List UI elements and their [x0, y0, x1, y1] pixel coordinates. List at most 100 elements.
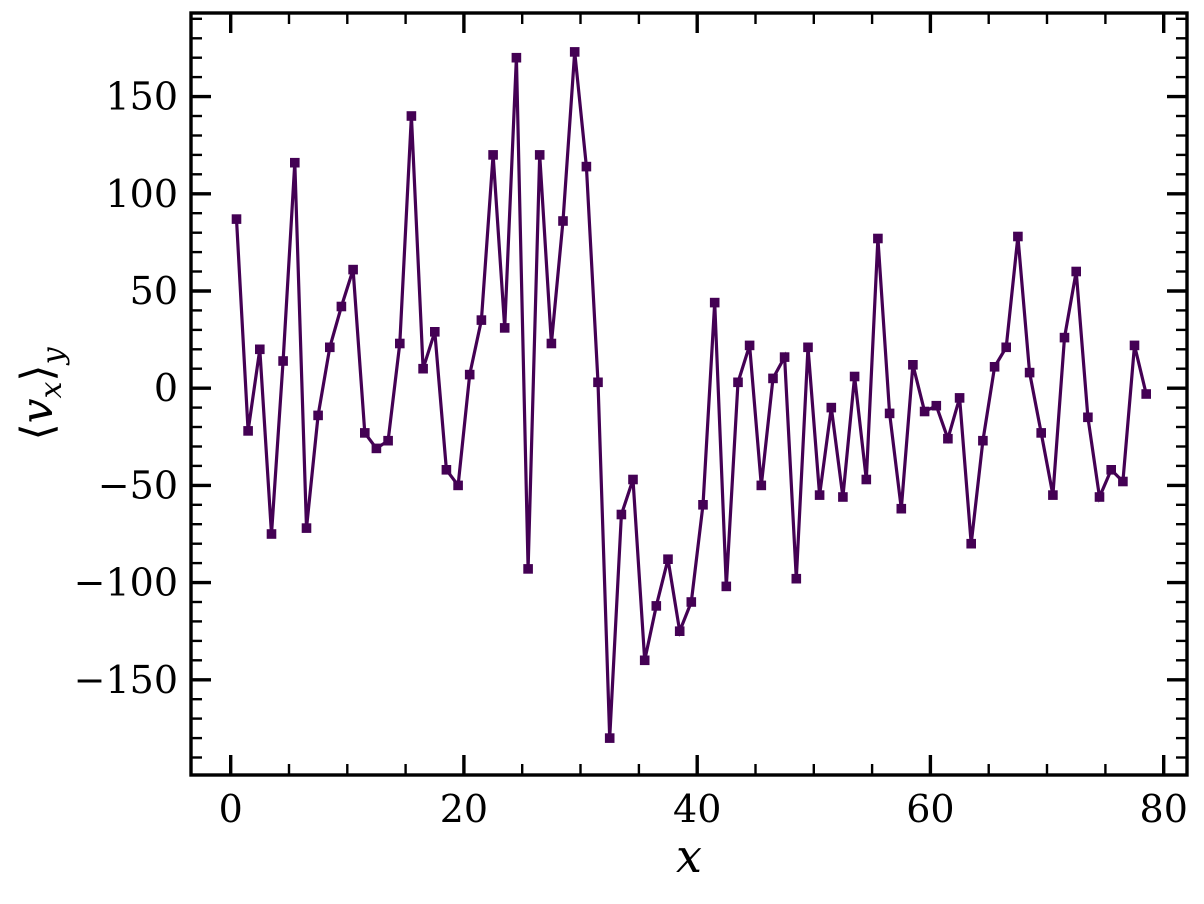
y-tick-label: −50 — [98, 463, 178, 507]
x-tick-label: 0 — [219, 787, 243, 831]
data-point-marker — [838, 492, 848, 502]
data-point-marker — [290, 157, 300, 168]
data-point-marker — [1094, 492, 1105, 502]
y-tick-label: 0 — [154, 366, 178, 410]
data-point-marker — [628, 474, 638, 485]
x-axis-ticks — [228, 13, 1166, 775]
data-point-marker — [756, 480, 767, 491]
plot-frame — [189, 11, 1189, 777]
data-point-marker — [301, 523, 312, 533]
data-point-marker — [943, 433, 953, 444]
data-point-marker — [266, 529, 277, 539]
data-point-marker — [663, 554, 673, 564]
data-point-marker — [803, 342, 813, 353]
data-point-marker — [721, 581, 732, 592]
data-point-marker — [395, 338, 405, 349]
data-point-marker — [908, 360, 918, 370]
data-point-marker — [884, 408, 895, 419]
data-point-marker — [336, 301, 347, 312]
data-point-marker — [733, 377, 743, 388]
data-point-marker — [523, 564, 533, 574]
data-point-marker — [1036, 428, 1046, 438]
data-point-marker — [1141, 389, 1151, 399]
data-point-marker — [1013, 231, 1023, 242]
data-point-marker — [418, 363, 428, 374]
data-point-marker — [476, 315, 487, 325]
data-point-marker — [1118, 476, 1128, 487]
data-point-marker — [383, 435, 393, 446]
y-tick-label: 50 — [130, 269, 178, 313]
data-point-marker — [313, 410, 323, 421]
data-series — [231, 47, 1151, 743]
data-point-marker — [348, 264, 358, 275]
data-point-marker — [849, 371, 860, 382]
data-point-marker — [1059, 332, 1070, 343]
y-axis-ticks — [191, 17, 1187, 759]
data-point-marker — [1001, 342, 1011, 353]
data-point-marker — [534, 150, 545, 160]
y-tick-label: 150 — [105, 75, 178, 119]
data-point-marker — [406, 111, 417, 121]
data-point-marker — [325, 342, 335, 353]
data-point-marker — [698, 500, 708, 510]
data-point-marker — [873, 233, 883, 244]
data-point-marker — [814, 490, 825, 500]
data-point-marker — [464, 369, 475, 380]
x-tick-label: 80 — [1140, 787, 1188, 831]
data-point-marker — [744, 340, 755, 351]
data-point-marker — [558, 216, 568, 226]
data-point-marker — [360, 428, 370, 438]
data-point-marker — [499, 323, 510, 333]
data-point-marker — [255, 344, 265, 355]
data-point-marker — [791, 573, 802, 584]
data-point-marker — [569, 47, 580, 57]
data-point-marker — [1048, 490, 1058, 500]
y-tick-label: −150 — [74, 658, 178, 702]
data-point-marker — [978, 435, 988, 446]
data-point-marker — [919, 406, 930, 417]
data-point-marker — [278, 356, 288, 366]
data-point-marker — [546, 338, 557, 349]
data-point-marker — [488, 150, 498, 160]
data-point-marker — [604, 733, 615, 743]
data-point-marker — [243, 426, 253, 436]
y-tick-label: −100 — [74, 561, 178, 605]
y-axis-label: ⟨vx⟩y — [12, 346, 71, 440]
data-point-marker — [1106, 465, 1116, 475]
data-point-marker — [686, 597, 697, 607]
data-point-marker — [931, 400, 942, 411]
data-point-marker — [231, 214, 242, 224]
data-point-marker — [1071, 266, 1081, 277]
data-point-marker — [709, 297, 720, 308]
data-point-marker — [1083, 412, 1093, 423]
x-tick-label: 20 — [440, 787, 488, 831]
data-point-marker — [593, 377, 603, 388]
data-point-marker — [674, 626, 685, 636]
data-point-marker — [441, 465, 452, 475]
data-point-marker — [861, 474, 872, 485]
x-axis-label: x — [676, 829, 702, 883]
data-point-marker — [430, 327, 440, 337]
data-point-marker — [779, 352, 790, 362]
data-point-marker — [639, 655, 650, 666]
data-point-marker — [651, 601, 662, 611]
data-point-marker — [954, 393, 965, 403]
data-point-marker — [896, 503, 907, 514]
y-tick-label: 100 — [105, 172, 178, 216]
data-point-marker — [989, 362, 1000, 372]
data-point-marker — [581, 161, 592, 172]
data-point-marker — [616, 509, 627, 520]
data-point-marker — [768, 373, 778, 384]
data-point-marker — [1129, 340, 1140, 351]
data-point-marker — [966, 538, 976, 549]
data-point-marker — [371, 443, 382, 454]
data-point-marker — [511, 52, 522, 63]
y-tick-labels: −150 −100 −50 0 50 100 150 — [74, 75, 178, 702]
x-tick-label: 60 — [906, 787, 954, 831]
data-point-marker — [826, 402, 837, 413]
data-point-marker — [1024, 367, 1035, 378]
x-tick-labels: 0 20 40 60 80 — [219, 787, 1188, 831]
x-tick-label: 40 — [673, 787, 721, 831]
